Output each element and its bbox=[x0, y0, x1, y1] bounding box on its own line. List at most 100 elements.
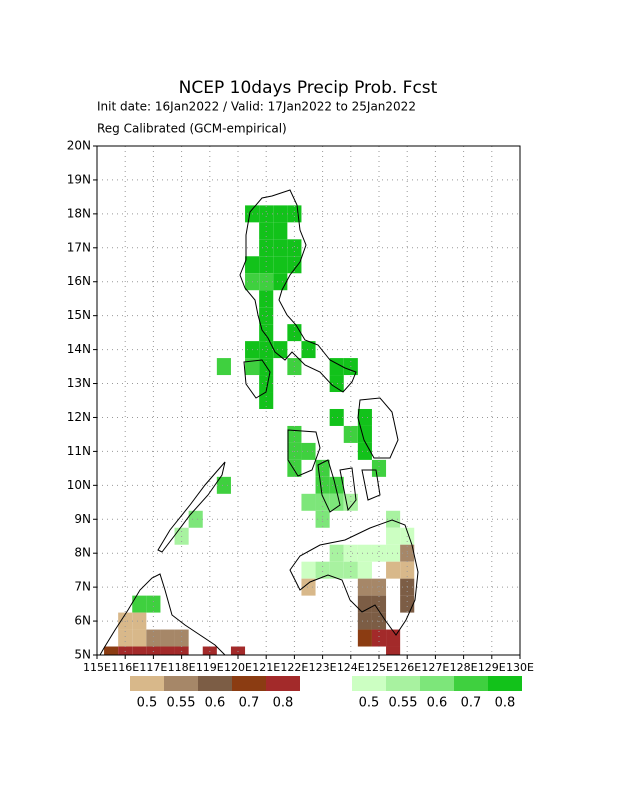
x-tick-label: 124E bbox=[337, 661, 365, 674]
prob-cell bbox=[371, 595, 387, 613]
prob-cell bbox=[301, 341, 316, 359]
prob-cell bbox=[357, 629, 372, 647]
prob-cell bbox=[259, 205, 274, 223]
prob-cell bbox=[132, 629, 147, 647]
x-tick-label: 119E bbox=[196, 661, 224, 674]
legend-swatch bbox=[454, 676, 488, 691]
y-tick-label: 11N bbox=[67, 444, 91, 458]
prob-cell bbox=[357, 425, 372, 443]
y-tick-label: 18N bbox=[67, 206, 91, 220]
prob-cell bbox=[357, 544, 372, 562]
legend-swatch bbox=[266, 676, 300, 691]
legend-label: 0.7 bbox=[239, 696, 260, 711]
prob-cell bbox=[132, 646, 147, 655]
x-tick-label: 128E bbox=[450, 661, 478, 674]
prob-cell bbox=[371, 629, 387, 647]
prob-cell bbox=[343, 544, 358, 562]
prob-cell bbox=[315, 493, 330, 511]
legend-swatch bbox=[130, 676, 164, 691]
y-tick-label: 12N bbox=[67, 410, 91, 424]
prob-cell bbox=[160, 629, 175, 647]
legend-swatch bbox=[420, 676, 454, 691]
prob-cell bbox=[400, 561, 415, 579]
x-tick-label: 116E bbox=[111, 661, 139, 674]
prob-cell bbox=[386, 544, 401, 562]
prob-cell bbox=[259, 307, 274, 325]
legend-swatch bbox=[232, 676, 266, 691]
prob-cell bbox=[329, 493, 344, 511]
prob-cell bbox=[287, 425, 302, 443]
y-tick-label: 19N bbox=[67, 172, 91, 186]
y-tick-label: 20N bbox=[67, 139, 91, 153]
prob-cell bbox=[146, 595, 161, 613]
y-tick-label: 7N bbox=[74, 580, 91, 594]
prob-cell bbox=[287, 256, 302, 274]
y-tick-label: 13N bbox=[67, 376, 91, 390]
legend-label: 0.55 bbox=[389, 696, 418, 711]
prob-cell bbox=[301, 493, 316, 511]
prob-cell bbox=[259, 375, 274, 393]
coast-mindoro bbox=[243, 359, 271, 399]
prob-cell bbox=[273, 256, 288, 274]
prob-cell bbox=[202, 646, 217, 655]
prob-cell bbox=[146, 646, 161, 655]
prob-cell bbox=[118, 629, 133, 647]
title: NCEP 10days Precip Prob. Fcst bbox=[179, 78, 438, 98]
prob-cell bbox=[188, 510, 203, 528]
x-tick-label: 123E bbox=[309, 661, 337, 674]
coast-borneo bbox=[99, 573, 226, 655]
y-tick-label: 10N bbox=[67, 478, 91, 492]
prob-cell bbox=[259, 324, 274, 342]
x-tick-label: 115E bbox=[83, 661, 111, 674]
legend-swatch bbox=[386, 676, 420, 691]
y-tick-label: 6N bbox=[74, 614, 91, 628]
prob-cell bbox=[329, 476, 344, 494]
prob-cell bbox=[329, 544, 344, 562]
coast-mindanao bbox=[289, 519, 419, 636]
y-tick-label: 9N bbox=[74, 512, 91, 526]
prob-cell bbox=[132, 612, 147, 630]
coastline bbox=[99, 189, 419, 655]
prob-cell bbox=[259, 239, 274, 257]
prob-cell bbox=[357, 561, 372, 579]
legend-label: 0.5 bbox=[359, 696, 380, 711]
prob-cell bbox=[329, 561, 344, 579]
prob-cell bbox=[301, 561, 316, 579]
legend-label: 0.8 bbox=[273, 696, 294, 711]
prob-cell bbox=[273, 205, 288, 223]
x-tick-label: 130E bbox=[506, 661, 534, 674]
legend-label: 0.7 bbox=[461, 696, 482, 711]
prob-cell bbox=[357, 578, 372, 596]
prob-cell bbox=[315, 561, 330, 579]
prob-cell bbox=[386, 646, 401, 655]
prob-cell bbox=[174, 629, 189, 647]
prob-cell bbox=[329, 375, 344, 393]
prob-cell bbox=[230, 646, 246, 655]
x-tick-label: 117E bbox=[139, 661, 167, 674]
prob-cell bbox=[259, 341, 274, 359]
prob-cell bbox=[371, 544, 387, 562]
prob-cell bbox=[301, 442, 316, 460]
legend-swatch bbox=[488, 676, 522, 691]
y-tick-label: 14N bbox=[67, 342, 91, 356]
x-tick-label: 122E bbox=[280, 661, 308, 674]
prob-cell bbox=[273, 341, 288, 359]
prob-cell bbox=[216, 476, 231, 494]
prob-cell bbox=[371, 578, 387, 596]
prob-cell bbox=[160, 646, 175, 655]
subtitle: Init date: 16Jan2022 / Valid: 17Jan2022 … bbox=[97, 100, 416, 114]
prob-cell bbox=[259, 256, 274, 274]
prob-cell bbox=[400, 595, 415, 613]
prob-cell bbox=[104, 646, 119, 655]
y-tick-label: 8N bbox=[74, 546, 91, 560]
coast-samar bbox=[357, 397, 399, 459]
prob-cell bbox=[259, 392, 274, 409]
prob-cell bbox=[118, 646, 133, 655]
prob-cell bbox=[245, 358, 260, 376]
prob-cell bbox=[245, 256, 260, 274]
y-tick-label: 16N bbox=[67, 274, 91, 288]
legend-label: 0.6 bbox=[427, 696, 448, 711]
legend-label: 0.8 bbox=[495, 696, 516, 711]
x-tick-label: 118E bbox=[168, 661, 196, 674]
